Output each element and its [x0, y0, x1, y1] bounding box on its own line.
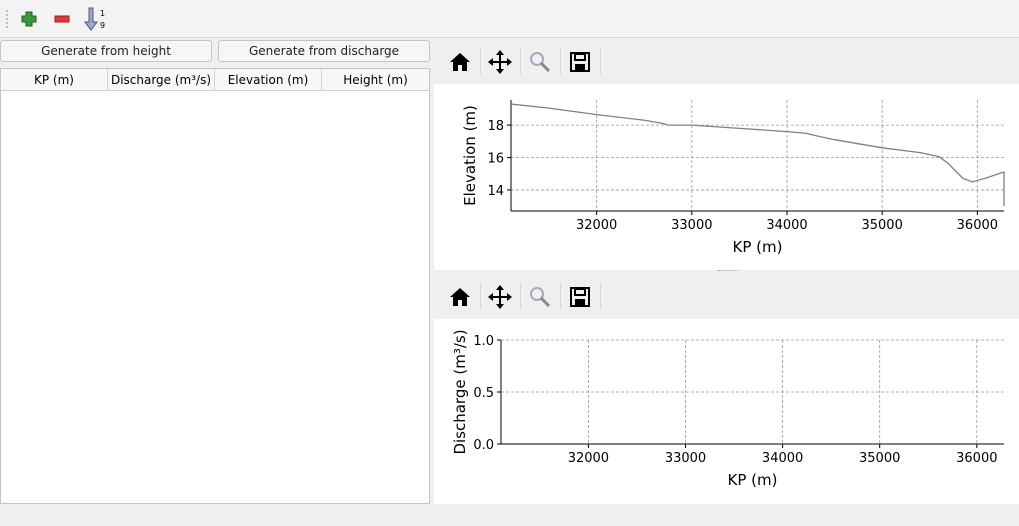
plot1-toolbar: [434, 40, 1019, 84]
plot2-toolbar: [434, 275, 1019, 319]
home-icon[interactable]: [446, 283, 474, 311]
column-header-height[interactable]: Height (m): [322, 69, 429, 91]
sort-bottom-label: 9: [100, 21, 105, 30]
x-tick-label: 35000: [859, 451, 900, 466]
sort-top-label: 1: [100, 9, 105, 18]
x-tick-label: 33000: [665, 451, 706, 466]
x-tick-label: 33000: [671, 218, 712, 233]
x-tick-label: 34000: [762, 451, 803, 466]
x-tick-label: 32000: [576, 218, 617, 233]
add-row-icon[interactable]: [18, 8, 40, 30]
x-axis-label: KP (m): [728, 471, 778, 489]
generate-from-discharge-button[interactable]: Generate from discharge: [218, 40, 430, 62]
pan-icon[interactable]: [486, 48, 514, 76]
save-icon[interactable]: [566, 283, 594, 311]
column-header-discharge[interactable]: Discharge (m³/s): [108, 69, 215, 91]
x-tick-label: 32000: [568, 451, 609, 466]
save-icon[interactable]: [566, 48, 594, 76]
y-tick-label: 0.0: [473, 438, 494, 453]
y-axis-label: Discharge (m³/s): [451, 329, 469, 454]
column-header-kp[interactable]: KP (m): [1, 69, 108, 91]
elevation-plot[interactable]: 32000 33000 34000 35000 36000 14 16 18 KP (m) Ele…: [434, 84, 1019, 270]
remove-row-icon[interactable]: [51, 8, 73, 30]
pan-icon[interactable]: [486, 283, 514, 311]
zoom-icon[interactable]: [526, 283, 554, 311]
x-tick-label: 36000: [956, 451, 997, 466]
y-axis-label: Elevation (m): [461, 105, 479, 206]
splitter-handle[interactable]: [718, 270, 738, 273]
zoom-icon[interactable]: [526, 48, 554, 76]
generate-from-height-button[interactable]: Generate from height: [0, 40, 212, 62]
column-header-elevation[interactable]: Elevation (m): [215, 69, 322, 91]
elevation-line: [510, 103, 1005, 207]
sort-icon[interactable]: 1 9: [84, 7, 110, 31]
y-tick-label: 0.5: [473, 386, 494, 401]
y-tick-label: 1.0: [473, 334, 494, 349]
discharge-plot[interactable]: 32000 33000 34000 35000 36000 0.0 0.5 1.0 KP (m)…: [434, 319, 1019, 504]
x-tick-label: 35000: [861, 218, 902, 233]
x-axis-label: KP (m): [733, 238, 783, 256]
x-tick-label: 34000: [766, 218, 807, 233]
y-tick-label: 16: [487, 152, 504, 167]
x-tick-label: 36000: [957, 218, 998, 233]
data-table[interactable]: KP (m) Discharge (m³/s) Elevation (m) He…: [0, 68, 430, 504]
y-tick-label: 18: [487, 119, 504, 134]
main-toolbar: 1 9: [0, 0, 1019, 38]
y-tick-label: 14: [487, 184, 504, 199]
home-icon[interactable]: [446, 48, 474, 76]
toolbar-handle[interactable]: [6, 10, 11, 28]
